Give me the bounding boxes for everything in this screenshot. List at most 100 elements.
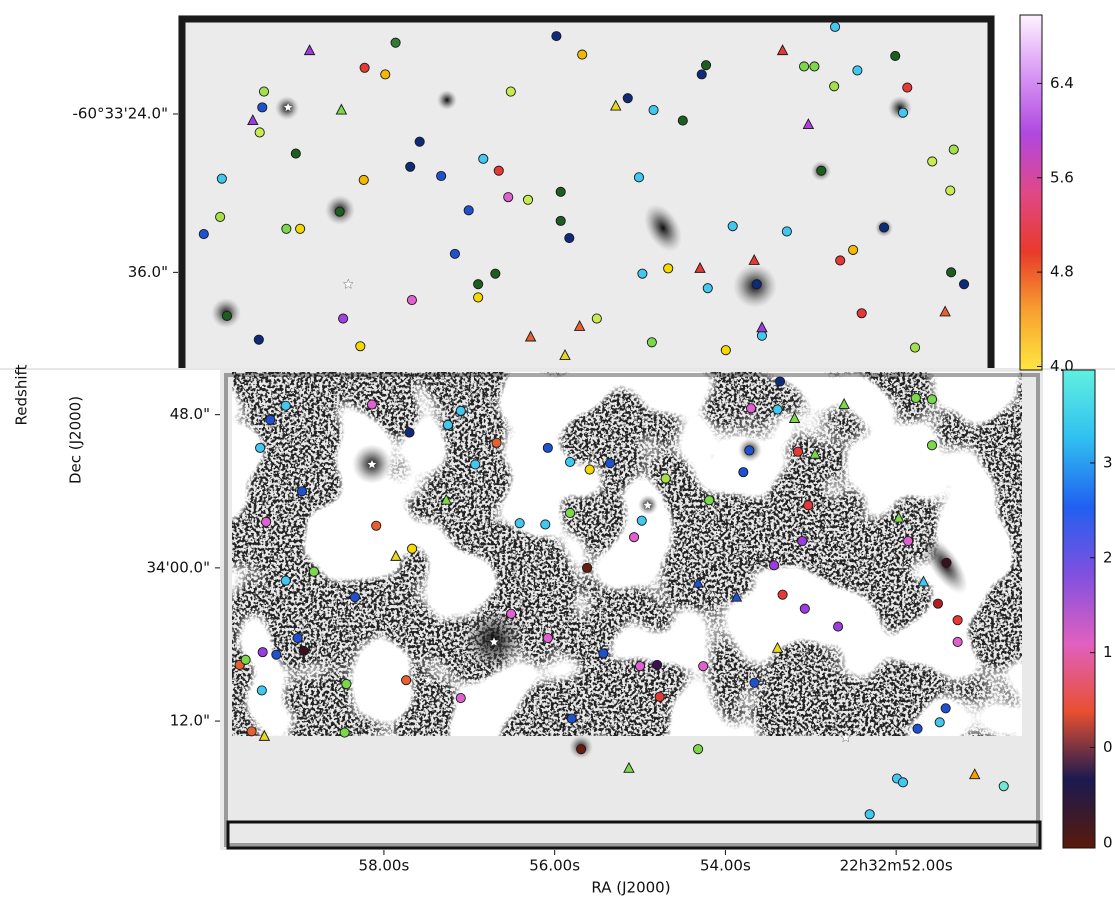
- source-marker: [256, 443, 265, 452]
- source-marker: [565, 508, 574, 517]
- source-marker: [266, 415, 275, 424]
- screenshot: Redshift Dec (J2000) RA (J2000) -60°33'2…: [0, 0, 1115, 900]
- source-marker: [474, 293, 483, 302]
- source-marker: [857, 309, 866, 318]
- source-marker: [552, 32, 561, 41]
- source-marker: [699, 662, 708, 671]
- source-marker: [942, 558, 951, 567]
- source-marker: [523, 195, 532, 204]
- source-marker: [199, 229, 208, 238]
- source-marker: [705, 496, 714, 505]
- source-marker: [898, 108, 907, 117]
- source-marker: [911, 393, 920, 402]
- source-marker: [953, 616, 962, 625]
- source-marker: [567, 714, 576, 723]
- source-marker: [541, 520, 550, 529]
- source-marker: [372, 521, 381, 530]
- colorbar: [1063, 370, 1095, 848]
- source-marker: [565, 233, 574, 242]
- source-marker: [577, 745, 586, 754]
- source-marker: [578, 50, 587, 59]
- y-tick-label: 48.0": [170, 405, 210, 423]
- colorbar-label: Redshift: [13, 364, 31, 425]
- source-marker: [255, 128, 264, 137]
- source-marker: [257, 686, 266, 695]
- source-marker: [927, 441, 936, 450]
- y-tick-label: 34'00.0": [146, 558, 210, 576]
- source-marker: [782, 227, 791, 236]
- source-marker: [281, 401, 290, 410]
- source-marker: [804, 501, 813, 510]
- source-marker: [798, 536, 807, 545]
- source-marker: [701, 61, 710, 70]
- colorbar-tick-label: 6.4: [1050, 74, 1074, 92]
- source-marker: [504, 193, 513, 202]
- source-marker: [241, 655, 250, 664]
- source-marker: [443, 420, 452, 429]
- colorbar-tick-label: 4.8: [1050, 263, 1074, 281]
- source-marker: [494, 166, 503, 175]
- source-marker: [800, 604, 809, 613]
- source-marker: [849, 245, 858, 254]
- source-marker: [450, 249, 459, 258]
- source-marker: [339, 314, 348, 323]
- source-marker: [281, 576, 290, 585]
- source-marker: [340, 728, 349, 737]
- source-marker: [935, 718, 944, 727]
- source-marker: [299, 646, 308, 655]
- source-marker: [474, 280, 483, 289]
- y-tick-label: 36.0": [128, 263, 168, 281]
- source-marker: [634, 173, 643, 182]
- source-marker: [391, 38, 400, 47]
- colorbar-tick-label: 0: [1103, 834, 1113, 852]
- source-marker: [941, 704, 950, 713]
- y-axis-label: Dec (J2000): [67, 396, 85, 484]
- source-marker: [335, 207, 344, 216]
- source-marker: [556, 216, 565, 225]
- source-marker: [342, 679, 351, 688]
- source-marker: [507, 609, 516, 618]
- source-marker: [817, 166, 826, 175]
- source-marker: [479, 154, 488, 163]
- sky-image: [178, 15, 995, 370]
- bottom-panel: [220, 370, 1043, 850]
- source-marker: [606, 459, 615, 468]
- y-tick-label: 12.0": [170, 712, 210, 730]
- source-marker: [637, 516, 646, 525]
- source-marker: [350, 593, 359, 602]
- source-marker: [515, 519, 524, 528]
- source-marker: [360, 63, 369, 72]
- source-marker: [745, 446, 754, 455]
- source-marker: [407, 544, 416, 553]
- source-marker: [356, 342, 365, 351]
- source-marker: [746, 404, 755, 413]
- source-marker: [359, 175, 368, 184]
- source-marker: [773, 405, 782, 414]
- source-marker: [491, 269, 500, 278]
- source-marker: [830, 22, 839, 31]
- source-marker: [282, 224, 291, 233]
- source-marker: [949, 145, 958, 154]
- source-marker: [556, 187, 565, 196]
- source-marker: [258, 648, 267, 657]
- source-marker: [635, 662, 644, 671]
- y-tick-label: -60°33'24.0": [72, 104, 168, 122]
- source-marker: [471, 460, 480, 469]
- colorbar-tick-label: 2: [1103, 548, 1113, 566]
- colorbar: [1020, 15, 1042, 370]
- colorbar-tick-label: 0: [1103, 738, 1113, 756]
- source-marker: [913, 724, 922, 733]
- source-marker: [415, 137, 424, 146]
- source-marker: [216, 212, 225, 221]
- source-marker: [262, 517, 271, 526]
- source-marker: [910, 343, 919, 352]
- x-axis-label: RA (J2000): [591, 879, 670, 897]
- source-marker: [309, 567, 318, 576]
- source-marker: [649, 105, 658, 114]
- source-marker: [799, 62, 808, 71]
- source-marker: [543, 633, 552, 642]
- source-marker: [258, 103, 267, 112]
- colorbar-tick-label: 1: [1103, 643, 1113, 661]
- source-marker: [933, 599, 942, 608]
- source-marker: [830, 82, 839, 91]
